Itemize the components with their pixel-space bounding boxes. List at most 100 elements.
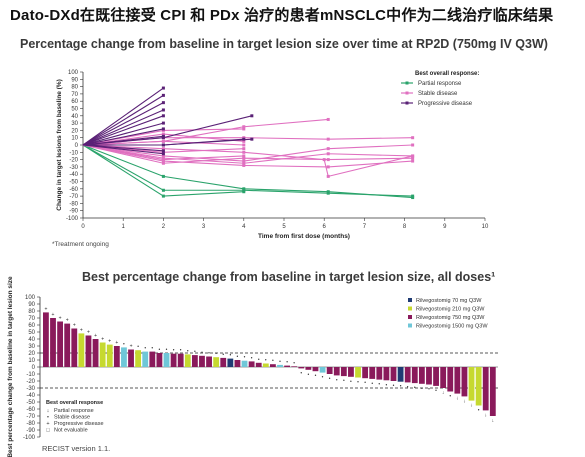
y-tick-label: 50 — [71, 107, 78, 113]
y-tick-label: 40 — [28, 337, 35, 343]
waterfall-bar — [397, 367, 404, 382]
series-point — [326, 137, 330, 141]
y-tick-label: 50 — [28, 330, 35, 336]
waterfall-bar — [312, 367, 319, 372]
waterfall-bar — [447, 367, 454, 392]
waterfall-bar — [92, 339, 99, 367]
waterfall-bar — [50, 318, 56, 367]
response-legend-symbol: ↓ — [47, 408, 50, 414]
waterfall-bar — [163, 353, 170, 367]
spider-footnote: *Treatment ongoing — [52, 241, 109, 248]
series-point — [242, 188, 246, 192]
x-tick-label: 7 — [363, 224, 367, 230]
x-tick-label: 2 — [162, 224, 166, 230]
waterfall-bar — [305, 367, 312, 370]
series-point — [161, 188, 165, 192]
response-marker: • — [137, 344, 139, 350]
response-marker: • — [357, 380, 359, 386]
series-point — [242, 163, 246, 167]
waterfall-bar — [383, 367, 390, 381]
waterfall-bar — [433, 367, 439, 386]
y-tick-label: 20 — [28, 351, 35, 357]
response-marker: • — [428, 387, 430, 393]
waterfall-bar — [369, 367, 376, 379]
response-marker: + — [108, 339, 111, 345]
x-tick-label: 5 — [282, 224, 286, 230]
waterfall-bar — [284, 365, 291, 367]
response-marker: • — [173, 348, 175, 354]
waterfall-bar — [149, 351, 156, 367]
response-legend-symbol: □ — [46, 428, 50, 434]
waterfall-bar — [454, 367, 461, 394]
series-point — [161, 114, 165, 118]
series-point — [161, 86, 165, 90]
response-legend-title: Best overall response — [46, 400, 103, 406]
response-marker: ↓ — [442, 390, 445, 396]
response-marker: + — [87, 330, 90, 336]
response-marker: • — [229, 353, 231, 359]
waterfall-bar — [128, 349, 134, 367]
response-marker: • — [407, 384, 409, 390]
series-point — [242, 161, 246, 165]
legend-entry: Rilvegostomig 210 mg Q3W — [416, 307, 485, 313]
x-tick-label: 1 — [122, 224, 126, 230]
response-marker: + — [52, 312, 55, 318]
y-axis-label: Change in target lesions from baseline (… — [56, 79, 63, 210]
response-marker: + — [44, 306, 47, 312]
series-point — [161, 132, 165, 136]
series-line — [82, 144, 164, 155]
response-legend-entry: Progressive disease — [54, 421, 104, 427]
waterfall-bar — [199, 355, 205, 367]
waterfall-bar — [362, 367, 369, 379]
response-marker: + — [130, 344, 133, 350]
waterfall-bar — [227, 358, 234, 367]
response-marker: • — [272, 358, 274, 364]
response-marker: • — [421, 386, 423, 392]
waterfall-bar — [220, 357, 227, 367]
series-point — [161, 174, 165, 178]
response-marker: • — [208, 351, 210, 357]
y-tick-label: -10 — [69, 150, 78, 156]
series-point — [242, 125, 246, 129]
response-marker: • — [315, 373, 317, 379]
spider-plot: 1009080706050403020100-10-20-30-40-50-60… — [56, 70, 489, 240]
response-marker: • — [400, 384, 402, 390]
legend-entry: Rilvegostomig 70 mg Q3W — [416, 298, 482, 304]
chart-title-spider: Percentage change from baseline in targe… — [20, 37, 548, 51]
series-line — [82, 144, 413, 178]
waterfall-bar — [262, 363, 269, 367]
response-marker: ↓ — [484, 412, 487, 418]
response-marker: + — [80, 327, 83, 333]
waterfall-bar — [475, 367, 482, 406]
legend-swatch — [408, 315, 412, 319]
y-tick-label: 100 — [68, 70, 79, 76]
y-tick-label: 0 — [32, 365, 36, 371]
series-point — [161, 159, 165, 163]
y-tick-label: 100 — [25, 295, 36, 301]
x-tick-label: 9 — [443, 224, 447, 230]
chart-title-waterfall: Best percentage change from baseline in … — [82, 270, 496, 284]
series-line — [82, 128, 164, 146]
waterfall-bar — [184, 354, 191, 367]
response-marker: + — [73, 323, 76, 329]
waterfall-bar — [319, 367, 326, 373]
y-tick-label: -80 — [26, 421, 35, 427]
response-marker: • — [478, 408, 480, 414]
series-point — [161, 127, 165, 131]
series-point — [242, 127, 246, 131]
series-point — [250, 137, 254, 141]
waterfall-bar — [270, 364, 276, 367]
y-tick-label: -30 — [26, 386, 35, 392]
series-point — [250, 114, 254, 118]
legend-entry: Progressive disease — [418, 101, 473, 107]
waterfall-bar — [277, 364, 283, 367]
waterfall-bar — [390, 367, 397, 381]
waterfall-bar — [177, 353, 184, 367]
y-tick-label: 30 — [28, 344, 35, 350]
y-tick-label: -60 — [26, 407, 35, 413]
response-marker: + — [94, 333, 97, 339]
legend-entry: Rilvegostomig 1500 mg Q3W — [416, 324, 488, 330]
series-point — [161, 194, 165, 198]
x-axis-label: Time from first dose (months) — [258, 233, 350, 240]
response-marker: • — [386, 382, 388, 388]
